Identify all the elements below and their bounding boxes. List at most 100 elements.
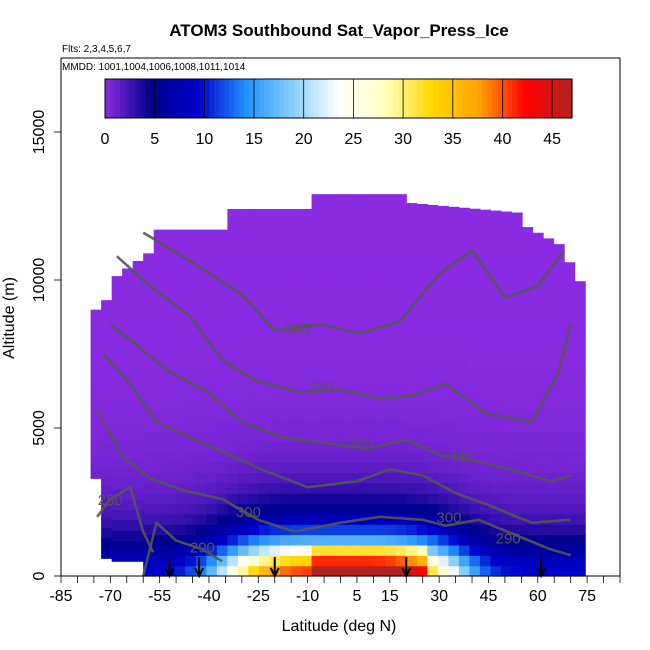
heat-cell xyxy=(385,254,397,266)
heat-cell xyxy=(458,565,470,577)
heat-cell xyxy=(248,244,260,256)
colorbar-swatch xyxy=(338,79,345,118)
heat-cell xyxy=(574,317,586,328)
heat-cell xyxy=(237,544,250,556)
heat-cell xyxy=(522,513,534,525)
heat-cell xyxy=(458,358,470,370)
heat-cell xyxy=(500,358,513,370)
heat-cell xyxy=(458,254,470,266)
heat-cell xyxy=(237,503,250,515)
colorbar-swatch xyxy=(363,79,369,118)
heat-cell xyxy=(437,254,449,266)
heat-cell xyxy=(322,565,334,577)
heat-cell xyxy=(416,337,428,349)
heat-cell xyxy=(490,296,502,308)
heat-cell xyxy=(479,285,492,297)
heat-cell xyxy=(406,441,418,453)
heat-cell xyxy=(532,441,544,453)
colorbar-swatch xyxy=(422,79,429,118)
contour-line xyxy=(96,409,572,557)
heat-cell xyxy=(153,482,165,494)
heat-cell xyxy=(511,254,523,266)
heat-cell xyxy=(458,234,470,246)
heat-cell xyxy=(458,296,470,308)
heat-cell xyxy=(385,410,397,422)
heat-cell xyxy=(374,296,386,308)
heat-cell xyxy=(574,503,586,515)
heat-cell xyxy=(416,368,428,380)
heat-cell xyxy=(353,265,365,277)
heat-cell xyxy=(290,544,302,556)
heat-cell xyxy=(364,451,376,463)
heat-cell xyxy=(406,503,418,515)
heat-cell xyxy=(395,493,407,505)
heat-cell xyxy=(279,213,292,225)
heat-cell xyxy=(437,337,449,349)
heat-cell xyxy=(279,462,292,473)
heat-cell xyxy=(448,544,460,556)
heat-cell xyxy=(532,254,544,266)
heat-cell xyxy=(332,234,344,246)
heat-cell xyxy=(522,555,534,567)
heat-cell xyxy=(227,327,239,339)
heat-cell xyxy=(343,275,355,287)
heat-cell xyxy=(553,368,565,380)
y-tick-label: 15000 xyxy=(31,110,48,155)
heat-cell xyxy=(458,317,470,328)
heat-cell xyxy=(532,244,544,256)
heat-cell xyxy=(522,348,534,360)
heat-cell xyxy=(269,503,281,515)
heat-cell xyxy=(195,410,207,422)
heat-cell xyxy=(385,203,397,214)
heat-cell xyxy=(448,565,460,577)
heat-cell xyxy=(301,513,313,525)
heat-cell xyxy=(343,555,355,567)
heat-cell xyxy=(553,451,565,463)
heat-cell xyxy=(511,244,523,256)
heat-cell xyxy=(195,306,207,318)
heat-cell xyxy=(437,451,449,463)
heat-cell xyxy=(385,223,397,235)
heat-cell xyxy=(248,462,260,473)
heat-cell xyxy=(448,337,460,349)
heat-cell xyxy=(195,420,207,432)
heat-cell xyxy=(395,348,407,360)
heat-cell xyxy=(258,337,271,349)
heat-cell xyxy=(216,513,228,525)
heat-cell xyxy=(301,451,313,463)
heat-cell xyxy=(406,317,418,328)
heat-cell xyxy=(416,493,428,505)
heat-cell xyxy=(279,399,292,411)
heat-cell xyxy=(574,399,586,411)
heat-cell xyxy=(174,337,186,349)
heat-cell xyxy=(301,472,313,484)
heat-cell xyxy=(374,410,386,422)
heat-cell xyxy=(427,254,439,266)
heat-cell xyxy=(343,513,355,525)
heat-cell xyxy=(258,544,271,556)
heat-cell xyxy=(343,244,355,256)
heat-cell xyxy=(343,482,355,494)
heat-cell xyxy=(353,337,365,349)
heat-cell xyxy=(385,441,397,453)
heat-cell xyxy=(511,493,523,505)
heat-cell xyxy=(543,275,555,287)
heat-cell xyxy=(227,317,239,328)
heat-cell xyxy=(111,540,123,552)
heat-cell xyxy=(258,441,271,453)
heat-cell xyxy=(353,555,365,567)
heat-cell xyxy=(301,213,313,225)
heat-cell xyxy=(248,306,260,318)
heat-cell xyxy=(564,524,576,536)
heat-cell xyxy=(532,513,544,525)
heat-cell xyxy=(374,234,386,246)
heat-cell xyxy=(322,493,334,505)
colorbar-swatch xyxy=(124,79,131,118)
heat-cell xyxy=(248,544,260,556)
colorbar-swatch xyxy=(214,79,220,118)
heat-cell xyxy=(406,275,418,287)
heat-cell xyxy=(216,565,228,577)
heat-cell xyxy=(301,399,313,411)
heat-cell xyxy=(90,374,102,386)
colorbar-tick-label: 30 xyxy=(394,131,412,148)
